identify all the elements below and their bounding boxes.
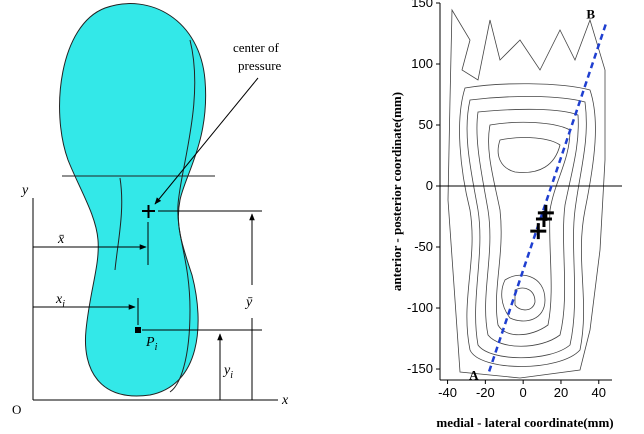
- y-tick-label: -50: [414, 239, 433, 254]
- arrow: [154, 77, 259, 205]
- ab-line: [487, 22, 608, 372]
- foot-outline: [59, 3, 207, 397]
- annotation: pressure: [238, 58, 282, 73]
- y-bar-label: ȳ: [244, 295, 253, 310]
- base: P: [145, 335, 155, 350]
- annotation: center of: [233, 40, 280, 55]
- sub: i: [62, 299, 65, 310]
- origin-label: O: [12, 402, 21, 417]
- x-axis-title: medial - lateral coordinate(mm): [436, 415, 613, 430]
- x-tick-label: 40: [592, 385, 606, 400]
- x-tick-label: 20: [554, 385, 568, 400]
- contours: [447, 8, 606, 379]
- y-i-label: yi: [222, 363, 233, 381]
- y-tick-label: 0: [426, 178, 433, 193]
- x-tick-label: -20: [476, 385, 495, 400]
- point-pi: [135, 327, 141, 333]
- foot-inner-line: [114, 177, 123, 271]
- cop-marker: [535, 210, 552, 227]
- base: x: [55, 292, 63, 307]
- x-bar-label: x̄: [57, 232, 65, 247]
- x-tick-label: -40: [438, 385, 457, 400]
- axis-label: y: [20, 183, 29, 198]
- point-label: A: [469, 367, 479, 382]
- contour-plot: -150 -100 -50 0 50 100 150 -40 -20 0 20 40 medial - …: [389, 0, 622, 430]
- cop-marker: [530, 223, 547, 240]
- y-tick-label: 50: [419, 117, 433, 132]
- axis-label: x: [281, 393, 289, 408]
- y-tick-label: -150: [407, 361, 433, 376]
- p-i-label: Pi: [145, 335, 158, 353]
- sub: i: [155, 342, 158, 353]
- point-label: B: [586, 7, 595, 22]
- cop-cross: [142, 205, 155, 218]
- sub: i: [230, 370, 233, 381]
- x-i-label: xi: [55, 292, 65, 310]
- y-tick-label: -100: [407, 300, 433, 315]
- y-axis-title: anterior - posterior coordinate(mm): [389, 92, 404, 291]
- foot-inner-line: [169, 39, 196, 393]
- base: y: [222, 363, 231, 378]
- y-tick-label: 150: [411, 0, 433, 10]
- foot-diagram: y x O center of pressure x̄ ȳ xi Pi yi: [12, 3, 289, 417]
- x-tick-label: 0: [520, 385, 527, 400]
- y-tick-label: 100: [411, 56, 433, 71]
